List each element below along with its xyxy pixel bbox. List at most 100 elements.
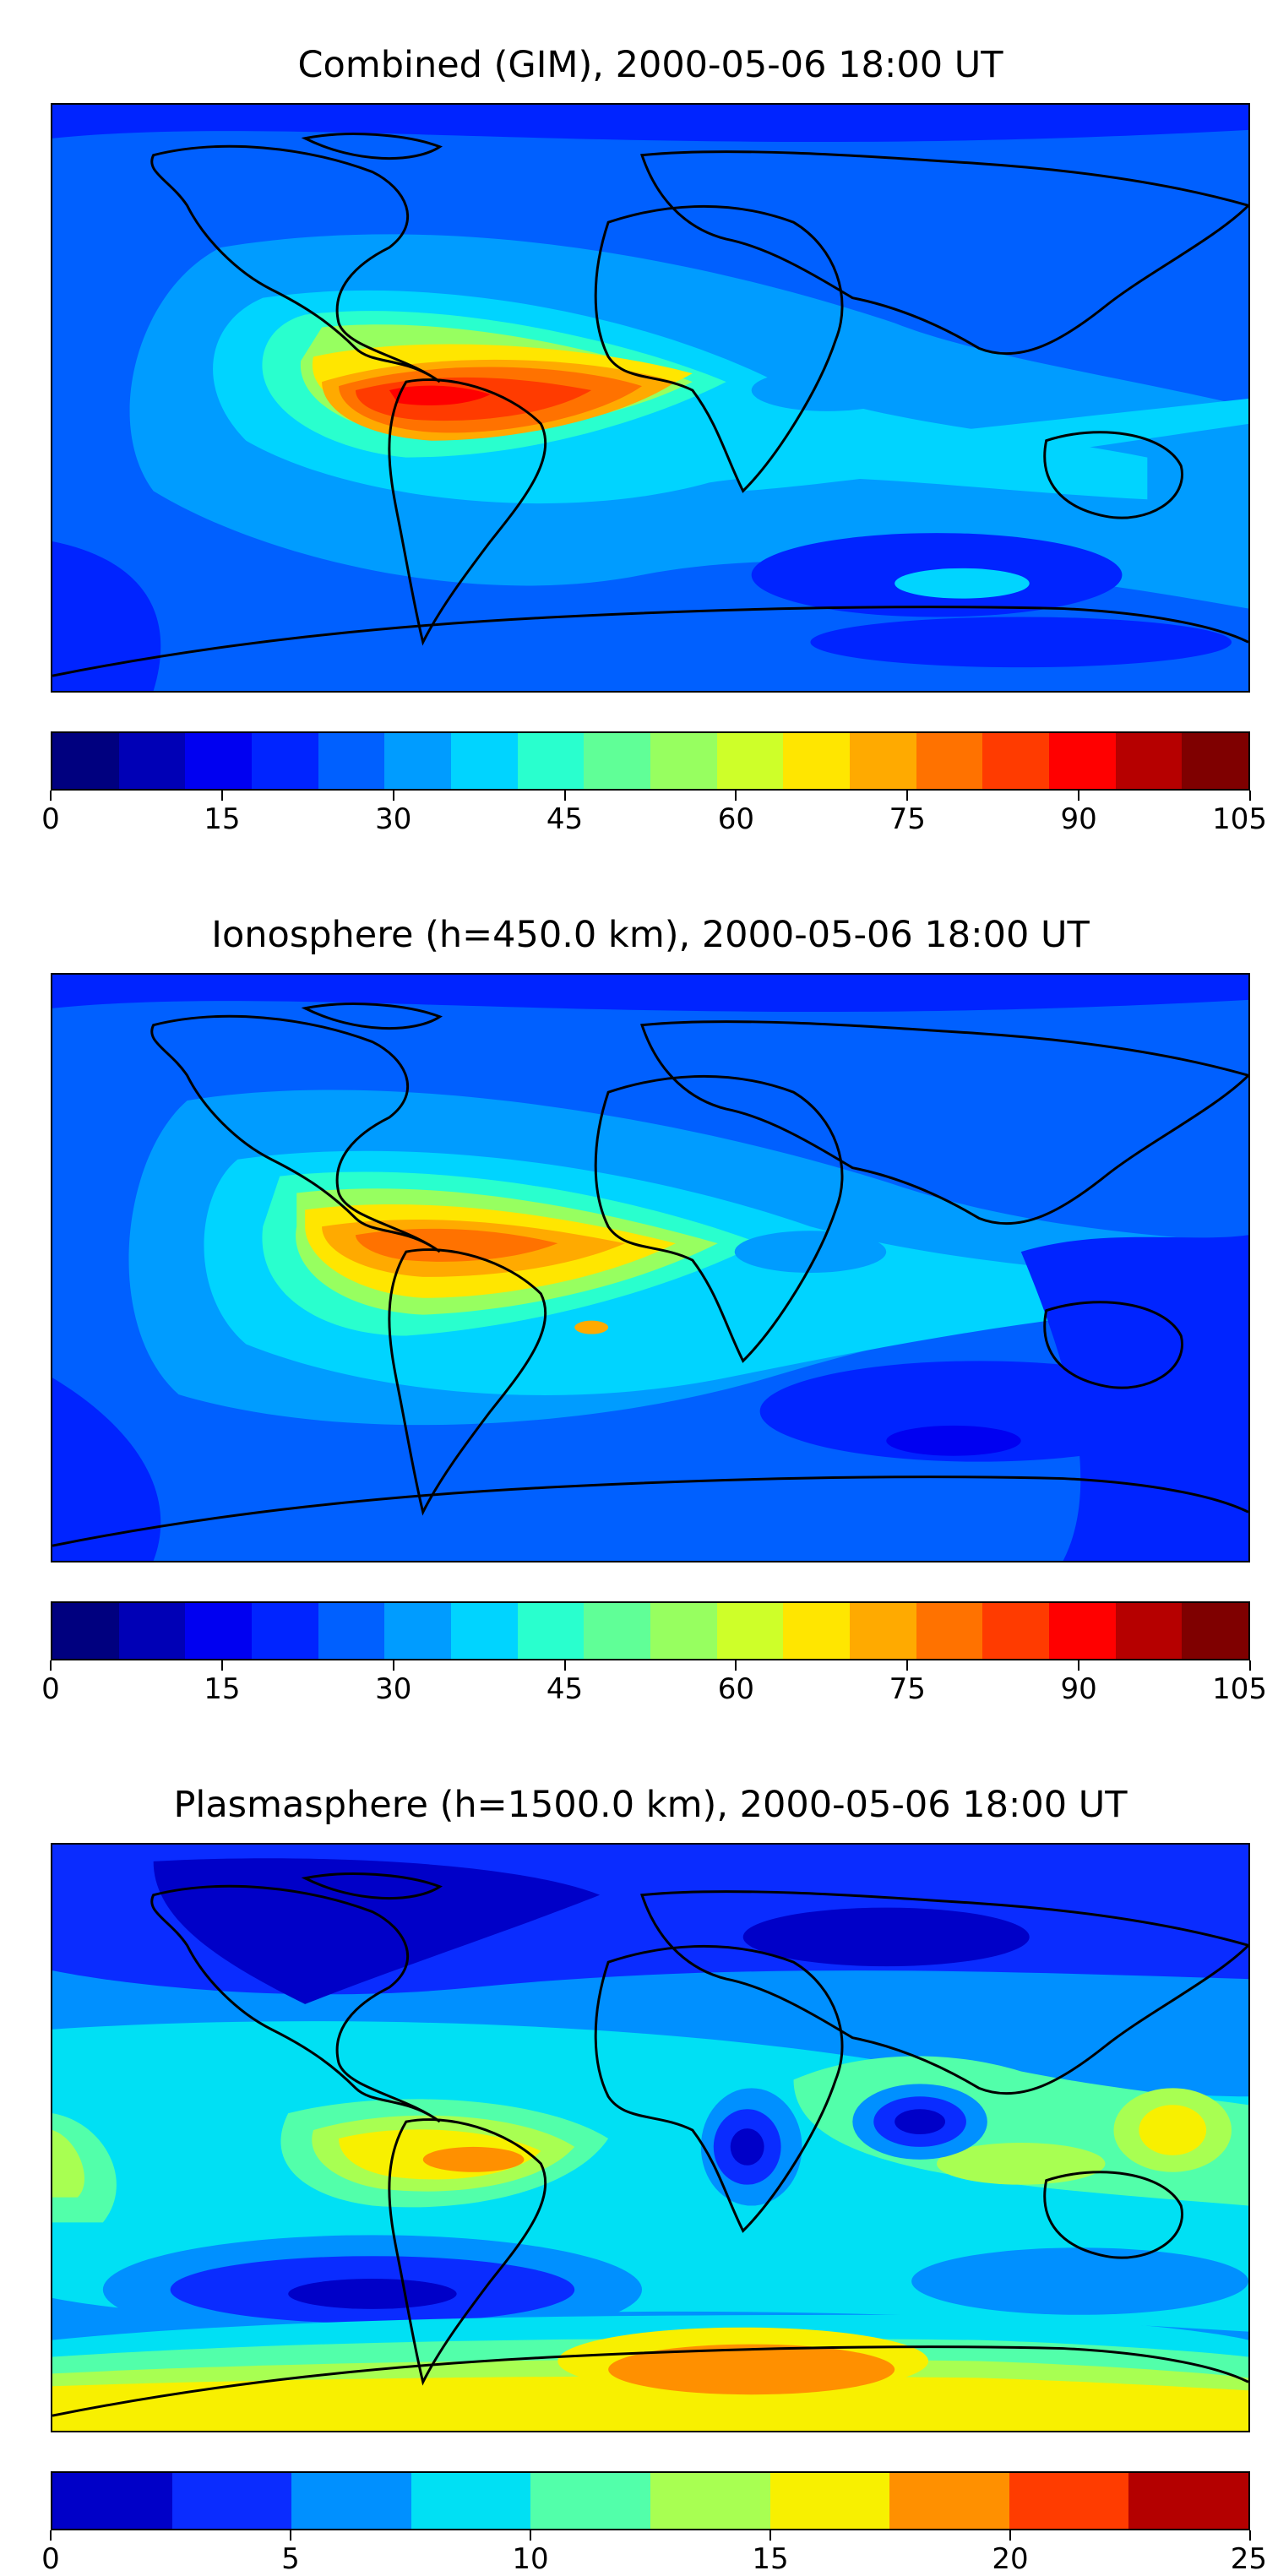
colorbar-tick-label: 90 xyxy=(1060,802,1097,836)
colorbar-tick xyxy=(50,2530,52,2541)
colorbar-tick-label: 10 xyxy=(512,2542,549,2576)
colorbar-tick-label: 20 xyxy=(992,2542,1029,2576)
colorbar-tick xyxy=(220,1660,223,1671)
colorbar-segment xyxy=(1182,1603,1249,1659)
colorbar-tick xyxy=(392,791,394,801)
colorbar-tick-label: 15 xyxy=(752,2542,789,2576)
colorbar-segment xyxy=(1115,1603,1183,1659)
map-ionosphere xyxy=(51,973,1250,1562)
colorbar-tick xyxy=(1249,791,1251,801)
colorbar-segment xyxy=(291,2473,411,2529)
colorbar-segment xyxy=(982,733,1050,789)
colorbar-segment xyxy=(530,2473,650,2529)
colorbar-segment xyxy=(384,1603,452,1659)
colorbar-segment xyxy=(411,2473,531,2529)
colorbar-segment xyxy=(916,733,983,789)
colorbar-segment xyxy=(517,733,585,789)
colorbar-tick xyxy=(50,1660,52,1671)
colorbar-segment xyxy=(451,1603,518,1659)
colorbar-segment xyxy=(769,2473,890,2529)
colorbar-tick-label: 105 xyxy=(1212,802,1267,836)
colorbar-tick-label: 30 xyxy=(375,1672,412,1706)
colorbar-segment xyxy=(650,1603,717,1659)
colorbar-segment xyxy=(52,733,119,789)
colorbar-segment xyxy=(1128,2473,1248,2529)
colorbar-segment xyxy=(384,733,452,789)
colorbar-tick xyxy=(50,791,52,801)
map-plasmasphere xyxy=(51,1843,1250,2432)
colorbar-segment xyxy=(171,2473,292,2529)
colorbar-tick xyxy=(906,791,909,801)
colorbar-segment xyxy=(584,1603,651,1659)
colorbar-segment xyxy=(650,2473,770,2529)
map-title-ionosphere: Ionosphere (h=450.0 km), 2000-05-06 18:0… xyxy=(211,914,1090,956)
colorbar-segment xyxy=(1009,2473,1129,2529)
colorbar-tick-label: 15 xyxy=(204,1672,241,1706)
colorbar-tick xyxy=(1078,791,1080,801)
colorbar-tick-label: 0 xyxy=(41,1672,60,1706)
colorbar-segment xyxy=(916,1603,983,1659)
colorbar-segment xyxy=(52,1603,119,1659)
colorbar-segment xyxy=(252,1603,318,1659)
colorbar-tick xyxy=(1249,2530,1251,2541)
map-title-plasmasphere: Plasmasphere (h=1500.0 km), 2000-05-06 1… xyxy=(173,1784,1128,1826)
colorbar-segment xyxy=(783,733,851,789)
colorbar-segment xyxy=(451,733,518,789)
colorbar-segment xyxy=(850,1603,916,1659)
colorbar-combined xyxy=(51,731,1250,791)
colorbar-tick xyxy=(735,791,737,801)
colorbar-tick xyxy=(906,1660,909,1671)
colorbar-tick xyxy=(563,791,566,801)
colorbar-segment xyxy=(318,1603,385,1659)
colorbar-segment xyxy=(783,1603,851,1659)
colorbar-tick-label: 75 xyxy=(889,802,926,836)
colorbar-tick-label: 0 xyxy=(41,802,60,836)
colorbar-segment xyxy=(650,733,717,789)
colorbar-segment xyxy=(185,733,253,789)
colorbar-plasmasphere xyxy=(51,2471,1250,2530)
colorbar-tick xyxy=(530,2530,531,2541)
colorbar-segment xyxy=(982,1603,1050,1659)
colorbar-tick-label: 45 xyxy=(546,802,584,836)
colorbar-tick-label: 5 xyxy=(281,2542,300,2576)
colorbar-tick xyxy=(1078,1660,1080,1671)
colorbar-segment xyxy=(1049,733,1116,789)
colorbar-tick xyxy=(735,1660,737,1671)
colorbar-tick-label: 25 xyxy=(1230,2542,1267,2576)
map-combined xyxy=(51,103,1250,693)
coastlines-ionosphere xyxy=(52,1003,1248,1547)
colorbar-tick xyxy=(769,2530,771,2541)
colorbar-tick-label: 60 xyxy=(717,802,755,836)
colorbar-tick-label: 15 xyxy=(204,802,241,836)
colorbar-segment xyxy=(584,733,651,789)
colorbar-segment xyxy=(1115,733,1183,789)
colorbar-tick-label: 75 xyxy=(889,1672,926,1706)
colorbar-tick-label: 90 xyxy=(1060,1672,1097,1706)
colorbar-tick-label: 0 xyxy=(41,2542,60,2576)
colorbar-segment xyxy=(889,2473,1009,2529)
colorbar-tick xyxy=(1009,2530,1011,2541)
colorbar-segment xyxy=(716,1603,784,1659)
colorbar-tick xyxy=(563,1660,566,1671)
colorbar-segment xyxy=(52,2473,172,2529)
colorbar-segment xyxy=(716,733,784,789)
colorbar-segment xyxy=(118,1603,186,1659)
colorbar-tick-label: 105 xyxy=(1212,1672,1267,1706)
coastlines-plasmasphere xyxy=(52,1872,1248,2417)
colorbar-segment xyxy=(1049,1603,1116,1659)
colorbar-segment xyxy=(318,733,385,789)
colorbar-tick xyxy=(290,2530,291,2541)
coastlines-combined xyxy=(52,133,1248,677)
colorbar-segment xyxy=(850,733,916,789)
tec-contours-plasmasphere xyxy=(52,1845,1248,2431)
colorbar-tick xyxy=(1249,1660,1251,1671)
colorbar-segment xyxy=(118,733,186,789)
colorbar-segment xyxy=(252,733,318,789)
colorbar-tick-label: 60 xyxy=(717,1672,755,1706)
colorbar-segment xyxy=(517,1603,585,1659)
colorbar-segment xyxy=(1182,733,1249,789)
colorbar-tick xyxy=(220,791,223,801)
colorbar-tick-label: 30 xyxy=(375,802,412,836)
colorbar-segment xyxy=(185,1603,253,1659)
colorbar-ionosphere xyxy=(51,1601,1250,1660)
